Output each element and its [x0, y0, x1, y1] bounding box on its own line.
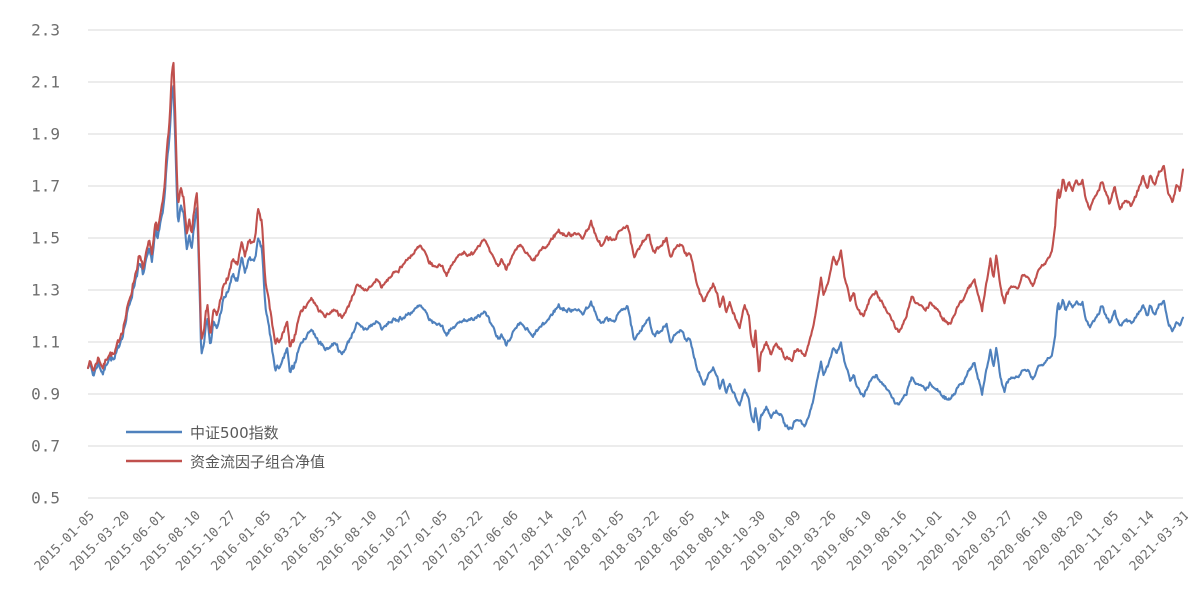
y-tick-label: 2.3 — [31, 21, 60, 40]
legend: 中证500指数 资金流因子组合净值 — [126, 424, 325, 471]
y-tick-label: 0.7 — [31, 437, 60, 456]
y-tick-label: 0.9 — [31, 385, 60, 404]
y-tick-label: 1.3 — [31, 281, 60, 300]
y-tick-label: 1.7 — [31, 177, 60, 196]
series-lines — [86, 61, 1185, 432]
legend-label-csi500: 中证500指数 — [190, 424, 279, 442]
csi500-series-line — [86, 85, 1185, 432]
y-tick-label: 1.1 — [31, 333, 60, 352]
moneyflow-series-line — [86, 61, 1185, 373]
y-tick-label: 2.1 — [31, 73, 60, 92]
x-axis-tick-labels: 2015-01-052015-03-202015-06-012015-08-10… — [32, 508, 1188, 574]
legend-label-moneyflow: 资金流因子组合净值 — [190, 453, 325, 471]
y-tick-label: 0.5 — [31, 489, 60, 508]
x-tick-label: 2015-01-05 — [32, 508, 98, 574]
y-tick-label: 1.5 — [31, 229, 60, 248]
y-tick-label: 1.9 — [31, 125, 60, 144]
y-axis-tick-labels: 2.3 2.1 1.9 1.7 1.5 1.3 1.1 0.9 0.7 0.5 — [31, 21, 60, 508]
